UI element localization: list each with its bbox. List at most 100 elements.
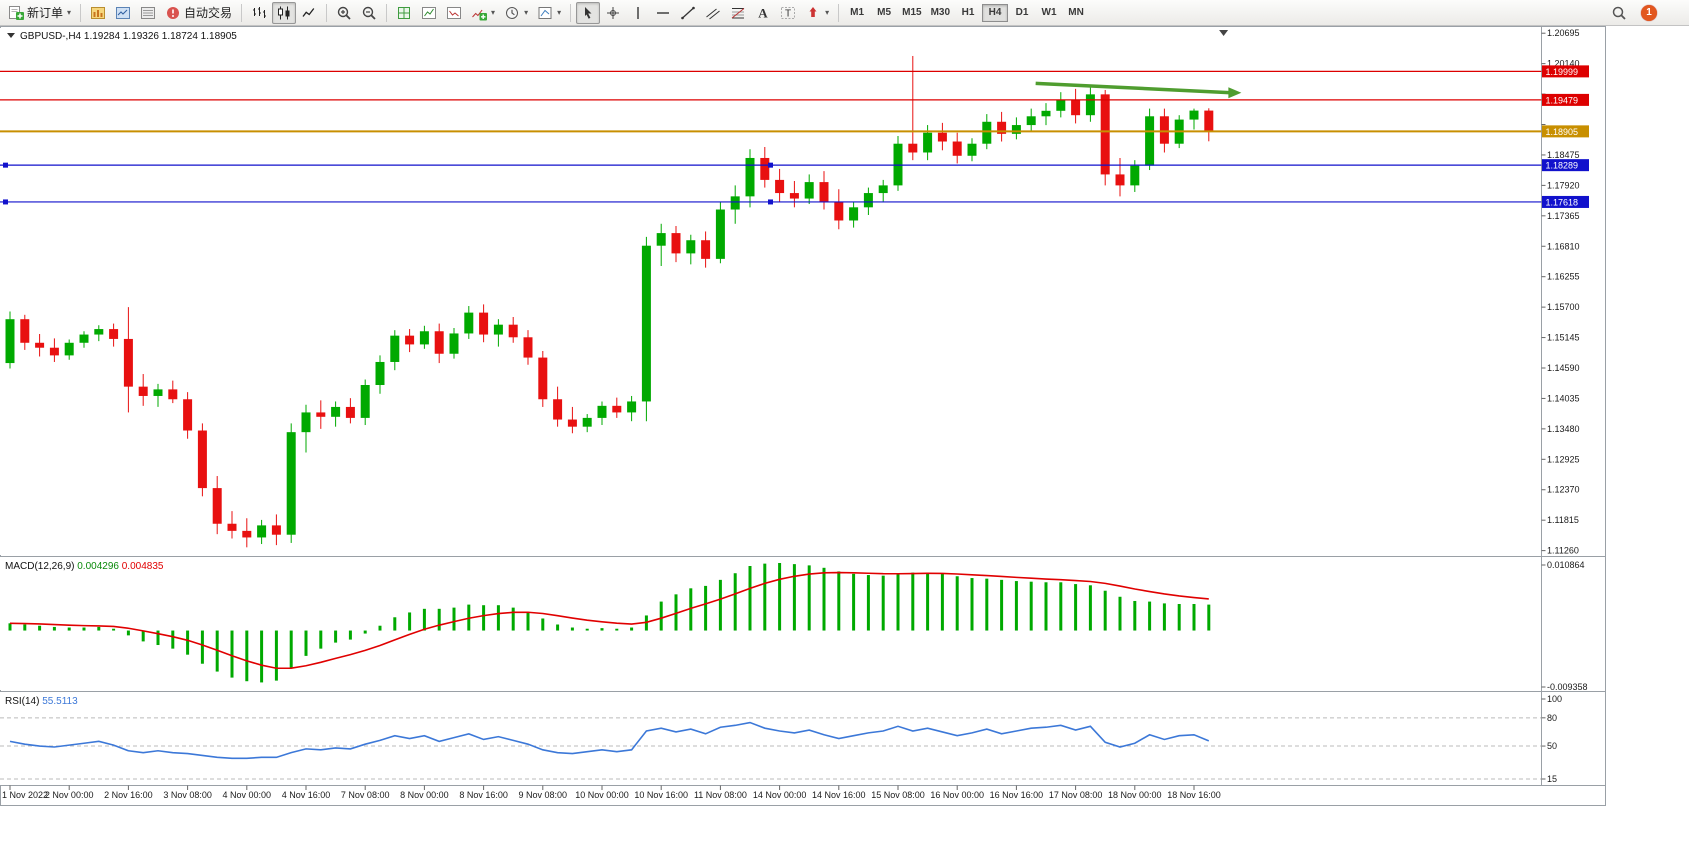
macd-scale-top: 0.010864 — [1547, 560, 1585, 570]
candle-body — [64, 342, 74, 356]
candle-body — [627, 401, 637, 413]
add-indicator-button[interactable]: ▾ — [467, 2, 499, 24]
support-price-line[interactable]: 1.17618 — [0, 195, 1589, 208]
terminal-button[interactable] — [136, 2, 160, 24]
candle-body — [1159, 116, 1169, 144]
periods-button[interactable]: ▾ — [500, 2, 532, 24]
chart-list-icon — [422, 6, 437, 19]
resistance-price-line[interactable]: 1.19999 — [0, 65, 1589, 78]
vertical-line-button[interactable] — [626, 2, 650, 24]
timeframe-h4-button[interactable]: H4 — [982, 3, 1009, 22]
candle-body — [242, 530, 252, 538]
bar-chart-button[interactable] — [247, 2, 271, 24]
resistance-price-line[interactable]: 1.19479 — [0, 93, 1589, 106]
candle-body — [908, 143, 918, 153]
fibonacci-button[interactable] — [726, 2, 750, 24]
notification-badge[interactable]: 1 — [1641, 4, 1657, 21]
label-button[interactable]: T — [776, 2, 800, 24]
navigator-button[interactable] — [111, 2, 135, 24]
toolbar-separator — [326, 3, 328, 22]
horizontal-line-button[interactable] — [651, 2, 675, 24]
candle-body — [1026, 116, 1036, 126]
objects-list-button[interactable] — [442, 2, 466, 24]
candle-body — [331, 406, 341, 417]
time-scale[interactable] — [1, 786, 1604, 805]
candle-body — [775, 179, 785, 194]
trend-arrow[interactable] — [1035, 81, 1242, 99]
timeframe-d1-button[interactable]: D1 — [1009, 4, 1035, 22]
one-click-trading-toggle[interactable] — [7, 33, 15, 38]
candle-body — [493, 324, 503, 335]
dropdown-arrow-icon: ▾ — [524, 8, 529, 17]
templates-button[interactable]: ▾ — [533, 2, 565, 24]
candlestick-chart-button[interactable] — [272, 1, 297, 24]
rsi-panel[interactable] — [0, 692, 1540, 785]
candle-body — [671, 233, 681, 254]
auto-trading-button[interactable]: 自动交易 — [161, 2, 236, 24]
candle-body — [612, 405, 622, 413]
toolbar-separator — [838, 3, 840, 22]
candle-body — [760, 157, 770, 180]
candle-body — [94, 329, 104, 335]
candle-body — [168, 389, 178, 400]
price-badge-label: 1.19999 — [1546, 67, 1579, 77]
new-order-button[interactable]: 新订单 ▾ — [4, 2, 75, 24]
price-scale[interactable] — [1541, 27, 1605, 785]
trendline-button[interactable] — [676, 2, 700, 24]
chart-plot-area[interactable] — [0, 28, 1540, 555]
price-tick-label: 1.15145 — [1547, 333, 1580, 343]
market-watch-button[interactable] — [86, 2, 110, 24]
timeframe-m1-button[interactable]: M1 — [844, 4, 870, 22]
current-price-price-line[interactable]: 1.18905 — [0, 125, 1589, 138]
timeframe-m30-button[interactable]: M30 — [927, 4, 954, 22]
macd-signal-line — [9, 571, 1209, 670]
indicators-list-button[interactable] — [417, 2, 441, 24]
candle-body — [656, 233, 666, 246]
price-badge — [1542, 125, 1589, 138]
chart-title: GBPUSD-,H4 1.19284 1.19326 1.18724 1.189… — [20, 31, 237, 42]
macd-histogram — [8, 562, 1211, 683]
cursor-button[interactable] — [576, 1, 601, 24]
zoom-in-icon — [337, 6, 351, 20]
candle-body — [952, 141, 962, 156]
timeframe-m15-button[interactable]: M15 — [898, 4, 925, 22]
toolbar-separator — [241, 3, 243, 22]
timeframe-h1-button[interactable]: H1 — [955, 4, 981, 22]
line-handle[interactable] — [768, 162, 773, 168]
candle-body — [567, 419, 577, 427]
zoom-in-button[interactable] — [332, 2, 356, 24]
toolbar-separator — [570, 3, 572, 22]
zoom-out-button[interactable] — [357, 2, 381, 24]
text-button[interactable]: A — [751, 2, 775, 24]
crosshair-button[interactable] — [601, 2, 625, 24]
support-price-line[interactable]: 1.18289 — [0, 159, 1589, 172]
candle-body — [819, 182, 829, 202]
timeframe-mn-button[interactable]: MN — [1063, 4, 1089, 22]
line-handle[interactable] — [3, 199, 8, 205]
arrows-button[interactable]: ▾ — [801, 2, 833, 24]
time-tick-label: 8 Nov 16:00 — [459, 790, 508, 800]
time-tick-label: 14 Nov 16:00 — [812, 790, 866, 800]
timeframe-m5-button[interactable]: M5 — [871, 4, 897, 22]
toolbar-buttons-group: 新订单 ▾ 自动交易 ▾ ▾ ▾ A T ▾ — [4, 1, 843, 24]
candle-body — [286, 432, 296, 535]
shift-marker[interactable] — [1219, 30, 1229, 36]
timeframe-w1-button[interactable]: W1 — [1036, 4, 1062, 22]
line-icon — [302, 7, 315, 17]
candle-body — [701, 240, 711, 259]
line-handle[interactable] — [3, 162, 8, 168]
candle-body — [745, 157, 755, 197]
search-button[interactable] — [1607, 2, 1631, 24]
price-badge — [1542, 195, 1589, 208]
line-handle[interactable] — [768, 199, 773, 205]
time-tick-label: 4 Nov 00:00 — [223, 790, 272, 800]
channel-button[interactable] — [701, 2, 725, 24]
candle-body — [641, 245, 651, 402]
price-tick-label: 1.16810 — [1547, 241, 1580, 251]
candle-body — [1130, 165, 1140, 186]
time-tick-label: 2 Nov 16:00 — [104, 790, 153, 800]
tile-windows-button[interactable] — [392, 2, 416, 24]
macd-panel[interactable] — [0, 557, 1540, 690]
line-chart-button[interactable] — [297, 2, 321, 24]
